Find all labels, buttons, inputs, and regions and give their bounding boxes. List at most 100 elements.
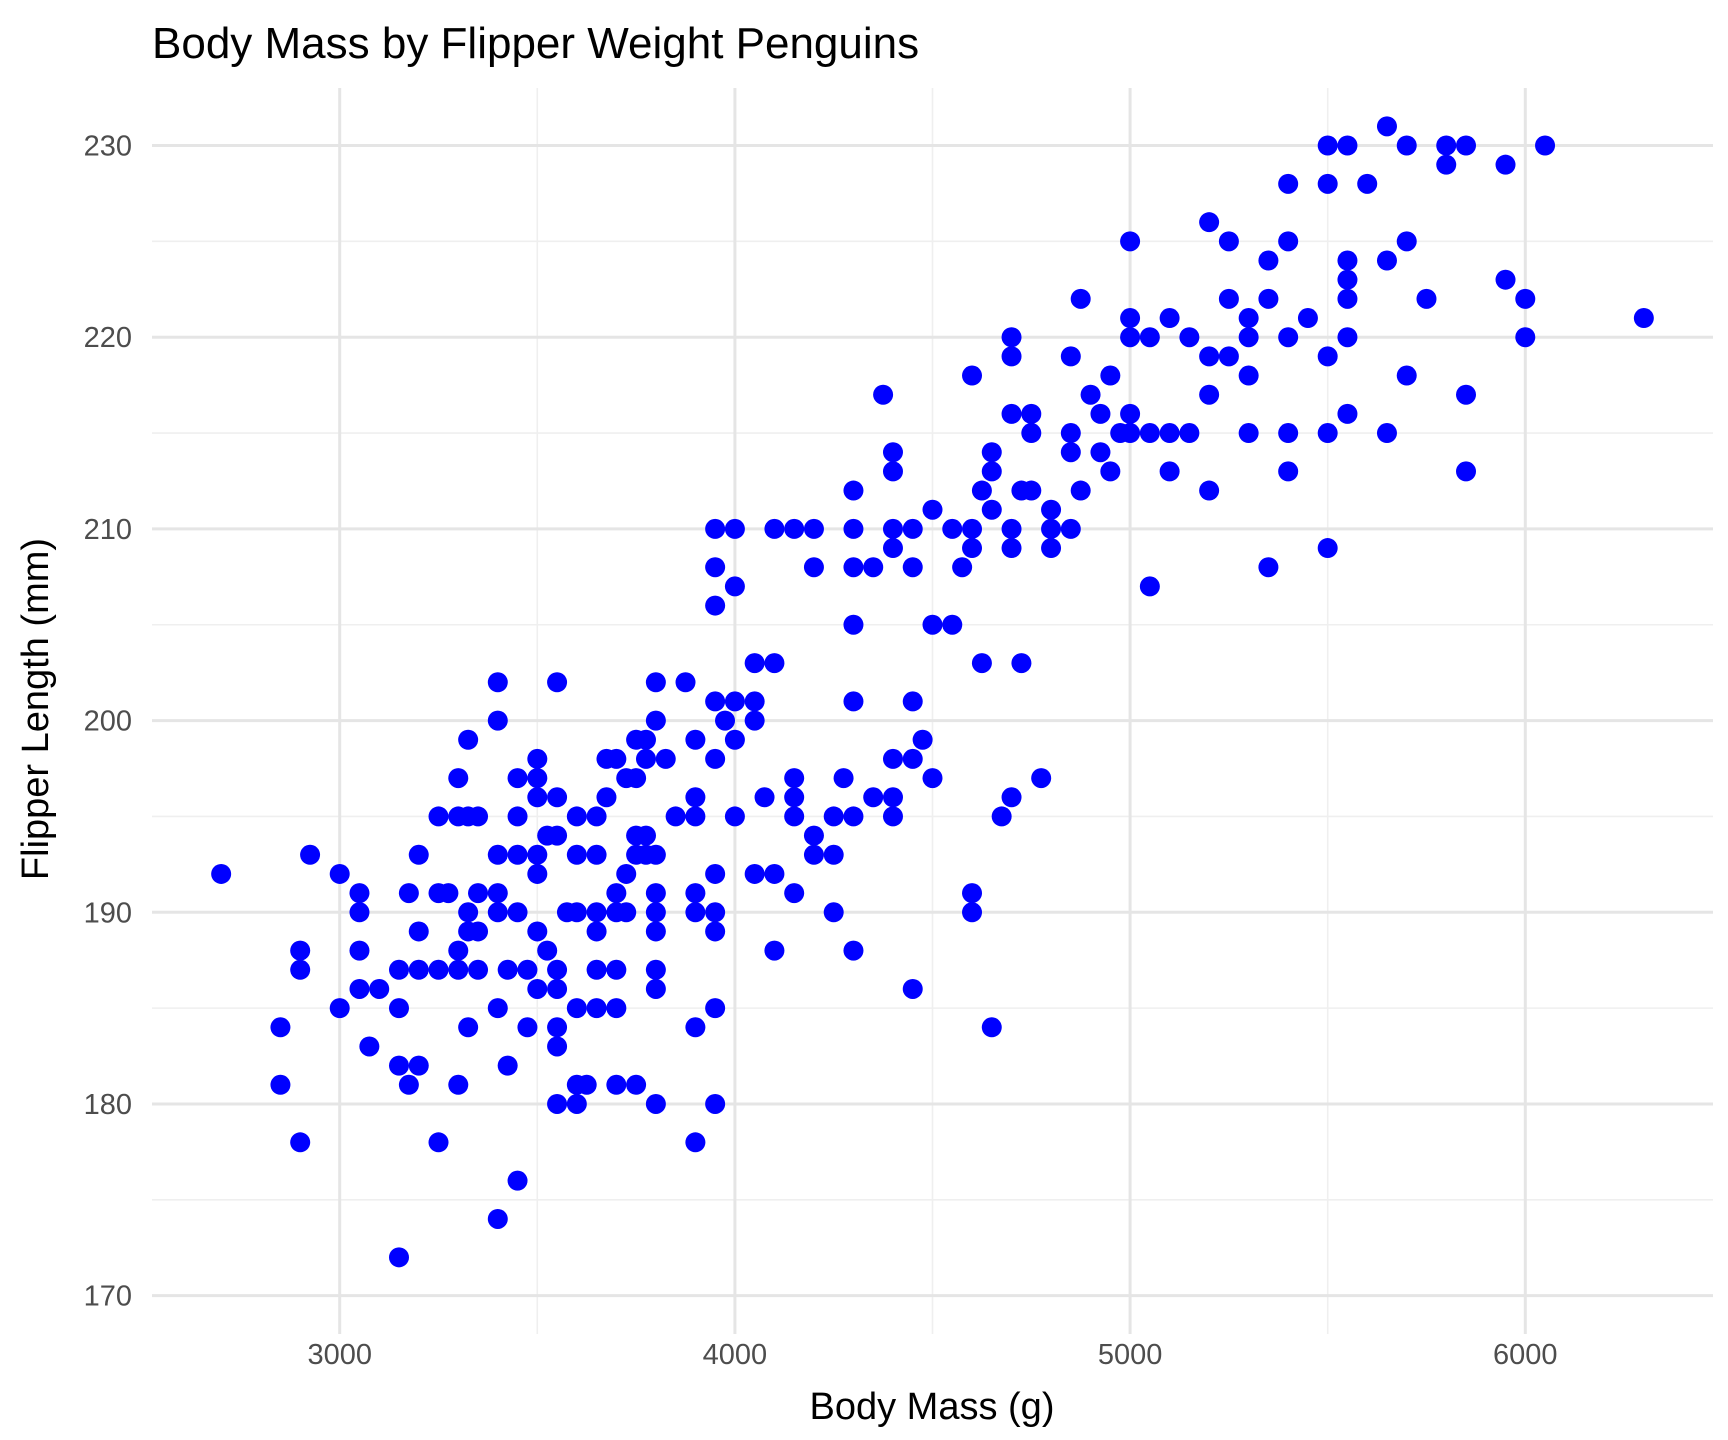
data-point xyxy=(527,921,548,942)
data-point xyxy=(1337,250,1358,271)
data-point xyxy=(329,863,350,884)
x-tick-labels: 3000 4000 5000 6000 xyxy=(307,1339,1557,1371)
data-point xyxy=(487,902,508,923)
data-point xyxy=(487,883,508,904)
data-point xyxy=(754,787,775,808)
data-point xyxy=(705,518,726,539)
data-point xyxy=(635,748,656,769)
data-point xyxy=(685,1132,706,1153)
data-point xyxy=(724,729,745,750)
data-point xyxy=(645,902,666,923)
data-point xyxy=(645,978,666,999)
data-point xyxy=(626,1074,647,1095)
data-point xyxy=(507,806,528,827)
data-point xyxy=(705,595,726,616)
data-point xyxy=(527,748,548,769)
data-point xyxy=(507,844,528,865)
data-point xyxy=(962,538,983,559)
data-point xyxy=(784,787,805,808)
data-point xyxy=(1376,116,1397,137)
data-point xyxy=(705,557,726,578)
data-point xyxy=(547,1093,568,1114)
data-point xyxy=(586,998,607,1019)
data-point xyxy=(1278,327,1299,348)
data-point xyxy=(1021,403,1042,424)
data-point xyxy=(566,1093,587,1114)
data-point xyxy=(606,1074,627,1095)
data-point xyxy=(1100,461,1121,482)
data-point xyxy=(547,825,568,846)
data-point xyxy=(803,844,824,865)
data-point xyxy=(1495,269,1516,290)
data-point xyxy=(1060,442,1081,463)
data-point xyxy=(902,557,923,578)
data-point xyxy=(300,844,321,865)
data-point xyxy=(349,940,370,961)
data-point xyxy=(616,863,637,884)
data-point xyxy=(833,768,854,789)
data-point xyxy=(349,883,370,904)
data-point xyxy=(468,921,489,942)
data-point xyxy=(635,825,656,846)
data-point xyxy=(1139,576,1160,597)
data-point xyxy=(606,883,627,904)
data-point xyxy=(211,863,232,884)
data-point xyxy=(487,710,508,731)
data-point xyxy=(764,518,785,539)
data-point xyxy=(784,806,805,827)
data-point xyxy=(329,998,350,1019)
data-point xyxy=(1021,423,1042,444)
data-point xyxy=(1317,173,1338,194)
data-point xyxy=(1021,480,1042,501)
data-point xyxy=(685,787,706,808)
data-point xyxy=(497,1055,518,1076)
data-point xyxy=(645,921,666,942)
data-point xyxy=(645,844,666,865)
y-tick-label: 180 xyxy=(84,1089,132,1121)
data-point xyxy=(1090,442,1111,463)
data-point xyxy=(1337,327,1358,348)
data-point xyxy=(635,729,656,750)
data-point xyxy=(527,768,548,789)
x-tick-label: 3000 xyxy=(307,1339,372,1371)
data-point xyxy=(971,653,992,674)
data-point xyxy=(843,806,864,827)
data-point xyxy=(1396,365,1417,386)
data-point xyxy=(527,844,548,865)
data-point xyxy=(428,959,449,980)
data-point xyxy=(942,614,963,635)
data-point xyxy=(487,844,508,865)
data-point xyxy=(803,825,824,846)
data-point xyxy=(1633,308,1654,329)
data-point xyxy=(566,902,587,923)
data-point xyxy=(1238,327,1259,348)
data-point xyxy=(517,1017,538,1038)
data-point xyxy=(388,959,409,980)
data-point xyxy=(537,940,558,961)
data-point xyxy=(408,921,429,942)
data-point xyxy=(1120,403,1141,424)
data-point xyxy=(1456,135,1477,156)
data-point xyxy=(566,806,587,827)
data-point xyxy=(823,844,844,865)
data-point xyxy=(468,883,489,904)
data-point xyxy=(448,1074,469,1095)
data-point xyxy=(1317,346,1338,367)
data-point xyxy=(1337,135,1358,156)
data-point xyxy=(882,538,903,559)
data-point xyxy=(349,902,370,923)
data-point xyxy=(487,672,508,693)
data-point xyxy=(1416,288,1437,309)
data-point xyxy=(715,710,736,731)
x-tick-label: 5000 xyxy=(1098,1339,1163,1371)
data-point xyxy=(1218,288,1239,309)
data-point xyxy=(527,978,548,999)
data-point xyxy=(1080,384,1101,405)
data-point xyxy=(458,902,479,923)
data-point xyxy=(1060,423,1081,444)
data-point xyxy=(408,844,429,865)
data-point xyxy=(388,1247,409,1268)
data-point xyxy=(843,518,864,539)
data-point xyxy=(1376,250,1397,271)
data-point xyxy=(685,883,706,904)
